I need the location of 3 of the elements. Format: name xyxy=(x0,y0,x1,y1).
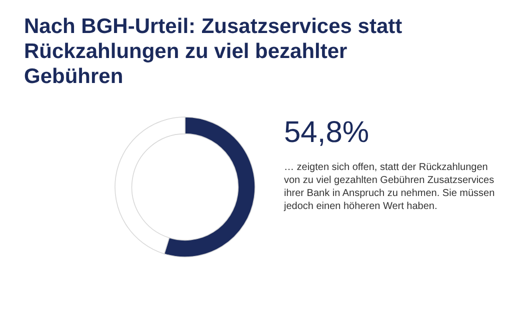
data-label: 54,8% xyxy=(284,116,370,149)
text: … zeigten sich offen, statt der Rückzahlungen von zu viel gezahlten Gebühren Zusatzservices ihrer Bank in Anspruch zu nehmen. Sie müssen jedoch einen höheren Wert haben. xyxy=(283,162,495,212)
chart-title: Nach BGH-Urteil: Zusatzservices statt Rückzahlungen zu viel bezahlter Gebühren xyxy=(24,15,402,88)
